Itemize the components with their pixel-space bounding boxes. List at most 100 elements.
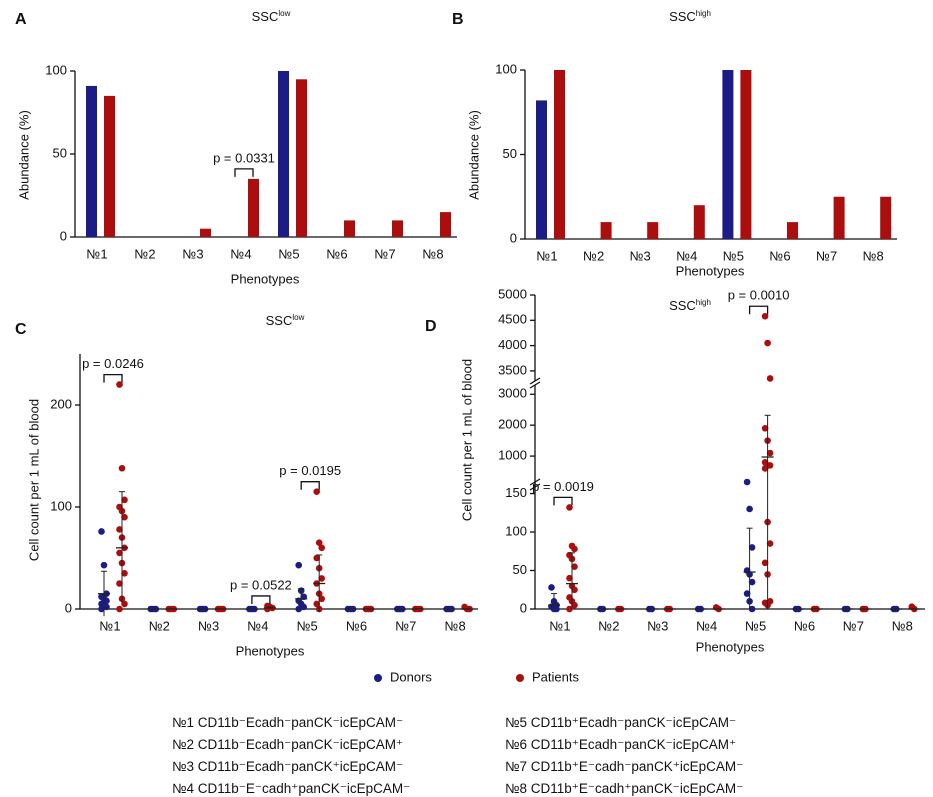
- y-axis-label: Cell count per 1 mL of blood: [459, 359, 474, 521]
- title-main: SSC: [669, 298, 696, 313]
- y-tick-label: 3500: [498, 362, 527, 377]
- chart-title: SSClow: [266, 313, 305, 328]
- y-axis-label: Cell count per 1 mL of blood: [26, 399, 41, 561]
- phenotype-note: №2 CD11b⁻Ecadh⁻panCK⁻icEpCAM⁺: [172, 737, 403, 752]
- title-main: SSC: [266, 313, 293, 328]
- x-tick-label: №7: [843, 618, 864, 633]
- bar: [536, 100, 547, 239]
- dot: [746, 505, 753, 513]
- x-tick-label: №7: [374, 246, 395, 261]
- legend-label: Patients: [532, 669, 579, 684]
- dot: [566, 574, 573, 582]
- x-tick-label: №2: [149, 618, 170, 633]
- bar: [647, 222, 659, 239]
- bar: [248, 178, 259, 237]
- chart-title: SSClow: [252, 9, 291, 24]
- y-tick-label: 100: [495, 61, 517, 76]
- x-tick-label: №4: [230, 246, 251, 261]
- x-tick-label: №1: [536, 248, 557, 263]
- p-bracket: [300, 481, 320, 490]
- y-tick-label: 100: [45, 62, 67, 77]
- dot: [761, 559, 769, 567]
- p-value: p = 0.0010: [728, 288, 790, 303]
- dot: [121, 570, 128, 577]
- phenotype-note: №1 CD11b⁻Ecadh⁻panCK⁻icEpCAM⁻: [172, 715, 403, 730]
- y-tick-label: 3000: [498, 386, 527, 401]
- y-axis-label: Abundance (%): [16, 110, 31, 200]
- x-tick-label: №7: [395, 618, 416, 633]
- y-tick-label: 200: [50, 396, 72, 411]
- phenotype-note: №7 CD11b⁺E⁻cadh⁻panCK⁺icEpCAM⁻: [505, 759, 743, 774]
- phenotype-note: №5 CD11b⁺Ecadh⁻panCK⁻icEpCAM⁻: [505, 715, 736, 730]
- bar: [200, 228, 211, 237]
- p-value: p = 0.0522: [230, 577, 292, 592]
- y-tick-label: 1000: [498, 448, 527, 463]
- dot: [295, 605, 303, 613]
- p-bracket: [748, 305, 769, 315]
- x-tick-label: №3: [647, 618, 668, 633]
- bar: [392, 220, 403, 237]
- y-tick-label: 4500: [498, 312, 527, 327]
- x-tick-label: №8: [422, 246, 443, 261]
- title-sup: low: [292, 313, 304, 322]
- x-tick-label: №6: [794, 618, 815, 633]
- x-tick-label: №4: [676, 248, 697, 263]
- x-tick-label: №8: [892, 618, 913, 633]
- p-value: p = 0.0019: [532, 479, 594, 494]
- x-tick-label: №3: [630, 248, 651, 263]
- phenotype-note: №6 CD11b⁺Ecadh⁻panCK⁻icEpCAM⁺: [505, 737, 736, 752]
- dot: [116, 526, 123, 533]
- dot: [313, 488, 321, 496]
- legend-swatch: [374, 674, 382, 682]
- dot: [295, 561, 303, 569]
- x-tick-label: №1: [86, 246, 107, 261]
- dot: [118, 464, 126, 472]
- bar: [693, 205, 705, 239]
- p-bracket: [553, 496, 573, 506]
- x-tick-label: №6: [326, 246, 347, 261]
- panel-letter: C: [15, 321, 27, 338]
- y-axis-label: Abundance (%): [466, 110, 481, 200]
- x-tick-label: №2: [583, 248, 604, 263]
- p-bracket: [251, 595, 271, 604]
- y-tick-label: 2000: [498, 417, 527, 432]
- bar: [600, 222, 612, 239]
- p-value: p = 0.0246: [82, 356, 144, 371]
- bar: [296, 79, 307, 237]
- x-tick-label: №5: [278, 246, 299, 261]
- x-tick-label: №2: [134, 246, 155, 261]
- bar: [833, 196, 845, 239]
- dot: [566, 504, 573, 511]
- phenotype-note: №3 CD11b⁻Ecadh⁻panCK⁺icEpCAM⁻: [172, 759, 403, 774]
- bar: [104, 95, 115, 238]
- dot: [571, 545, 578, 553]
- dot: [761, 465, 769, 472]
- dot: [766, 462, 774, 469]
- dot: [116, 381, 123, 388]
- dot: [743, 590, 751, 597]
- phenotype-note: №8 CD11b⁺E⁻cadh⁺panCK⁻icEpCAM⁻: [505, 781, 743, 796]
- dot: [571, 586, 578, 594]
- dot: [764, 339, 771, 347]
- axis-break: [529, 483, 541, 491]
- dot: [318, 544, 326, 552]
- bar: [278, 71, 289, 237]
- legend-label: Donors: [390, 669, 432, 684]
- y-tick-label: 0: [520, 600, 527, 615]
- panel-letter: B: [452, 11, 464, 28]
- title-main: SSC: [252, 9, 279, 24]
- dot: [318, 575, 326, 582]
- title-sup: high: [696, 298, 711, 307]
- phenotype-note: №4 CD11b⁻E⁻cadh⁺panCK⁻icEpCAM⁻: [172, 781, 410, 796]
- dot: [761, 424, 769, 432]
- x-tick-label: №5: [297, 618, 318, 633]
- dot: [313, 554, 321, 562]
- panel-letter: A: [15, 11, 27, 28]
- dot: [313, 600, 321, 608]
- dot: [98, 605, 105, 613]
- y-tick-label: 4000: [498, 337, 527, 352]
- x-axis-label: Phenotypes: [236, 643, 305, 658]
- dot: [121, 513, 128, 521]
- x-axis-label: Phenotypes: [696, 639, 765, 654]
- dot: [748, 578, 756, 586]
